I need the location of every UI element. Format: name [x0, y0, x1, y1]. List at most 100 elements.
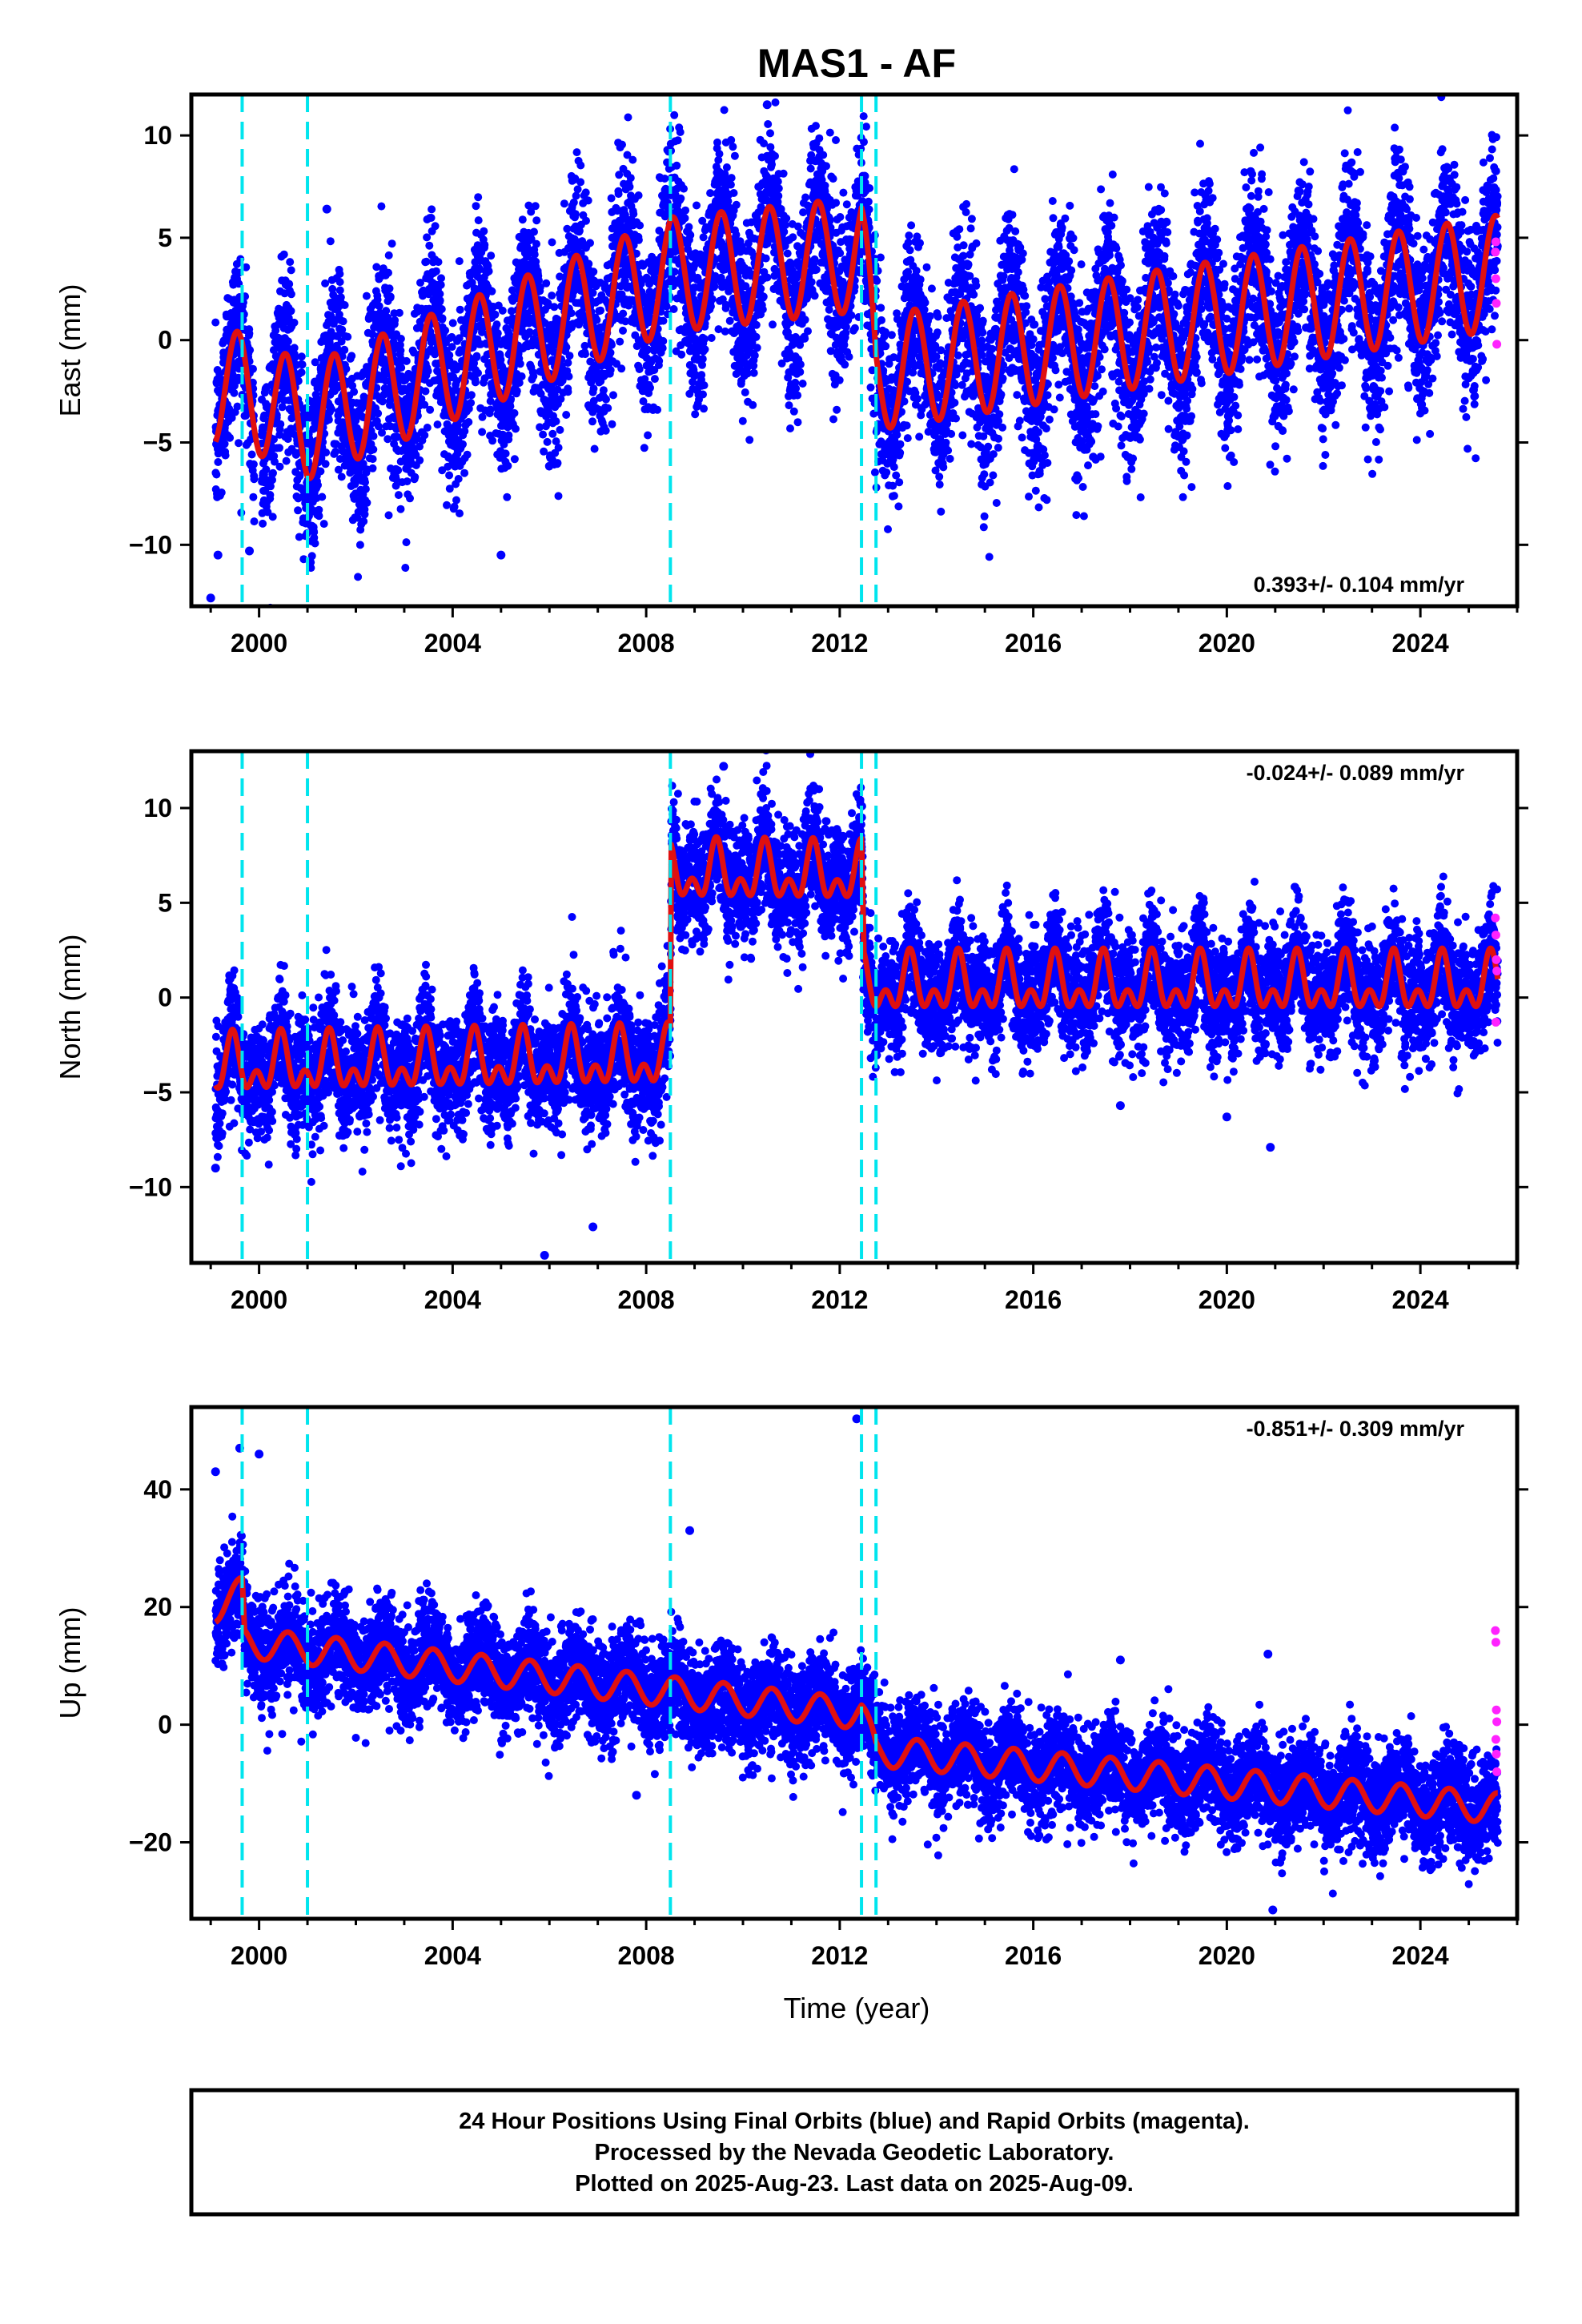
final-point — [807, 278, 816, 287]
final-point — [321, 279, 330, 287]
final-point — [732, 200, 741, 209]
final-point — [291, 353, 299, 362]
final-point — [677, 194, 685, 203]
final-point — [749, 368, 758, 377]
final-point — [385, 284, 394, 293]
final-point — [842, 200, 851, 209]
final-point — [368, 330, 377, 339]
final-point — [423, 233, 432, 242]
final-point — [720, 106, 729, 115]
final-point — [836, 213, 845, 221]
final-point — [225, 404, 234, 413]
final-point — [624, 113, 632, 122]
final-point — [283, 435, 292, 444]
final-point — [373, 296, 382, 304]
final-point — [815, 134, 824, 143]
final-point — [589, 384, 598, 393]
final-point — [295, 471, 304, 480]
final-point — [311, 358, 319, 367]
final-point — [266, 482, 275, 491]
final-point — [841, 323, 850, 332]
final-point — [835, 376, 844, 384]
final-point — [629, 210, 638, 219]
final-point — [460, 468, 469, 477]
final-point — [498, 306, 507, 315]
final-point — [432, 267, 440, 275]
final-point — [530, 250, 539, 259]
final-point — [676, 128, 685, 136]
final-point — [382, 307, 391, 316]
final-point — [650, 375, 659, 384]
final-point — [328, 284, 337, 293]
final-point — [290, 344, 299, 352]
final-point — [606, 348, 615, 357]
final-point — [378, 428, 386, 437]
final-point — [825, 305, 833, 314]
final-point — [801, 193, 810, 202]
final-point — [785, 401, 793, 410]
final-point — [501, 449, 510, 458]
final-point — [275, 462, 284, 471]
final-point — [322, 448, 331, 456]
final-point — [773, 177, 782, 186]
final-point — [287, 290, 295, 299]
final-point — [713, 138, 721, 147]
final-point — [530, 227, 538, 236]
final-point — [640, 444, 648, 452]
east-final-points — [211, 94, 1502, 606]
final-point — [403, 477, 412, 486]
final-point — [617, 364, 626, 373]
final-point — [386, 292, 395, 301]
final-point — [812, 265, 821, 274]
final-point — [745, 436, 754, 444]
final-point — [669, 305, 678, 313]
final-point — [693, 201, 701, 210]
final-point — [517, 372, 526, 380]
final-point — [361, 478, 369, 487]
final-point — [362, 292, 371, 300]
final-point — [307, 552, 316, 561]
final-point — [749, 400, 757, 409]
final-point — [564, 388, 572, 396]
final-point — [283, 337, 292, 346]
final-point — [342, 364, 351, 373]
final-point — [421, 387, 430, 396]
final-point — [792, 384, 801, 392]
final-point — [391, 316, 400, 324]
final-point — [576, 178, 585, 187]
final-point — [266, 491, 275, 499]
final-point — [480, 227, 488, 235]
final-point — [474, 216, 483, 225]
final-point — [548, 292, 556, 300]
final-point — [369, 445, 378, 454]
final-point — [793, 418, 802, 427]
final-point — [589, 267, 598, 276]
final-point — [601, 426, 610, 435]
final-point — [829, 415, 837, 424]
final-point — [876, 253, 885, 262]
final-point — [839, 188, 848, 197]
final-point — [361, 485, 370, 493]
final-point — [655, 356, 664, 365]
figure-title: MAS1 - AF — [757, 41, 956, 86]
final-point — [730, 151, 739, 160]
final-point — [472, 202, 480, 211]
final-point — [779, 169, 788, 178]
final-point — [372, 384, 381, 392]
final-point — [554, 444, 563, 452]
final-point — [268, 476, 276, 485]
final-point — [423, 424, 432, 432]
final-point — [504, 461, 512, 470]
final-point — [646, 384, 654, 392]
final-point — [411, 472, 420, 481]
final-point — [360, 510, 369, 519]
final-point — [242, 263, 251, 271]
final-point — [387, 239, 396, 248]
final-point — [625, 183, 634, 191]
final-point — [268, 513, 277, 521]
final-point — [798, 380, 807, 388]
final-point — [359, 460, 367, 468]
final-point — [396, 505, 405, 513]
final-point — [727, 174, 736, 183]
final-point — [378, 397, 387, 406]
